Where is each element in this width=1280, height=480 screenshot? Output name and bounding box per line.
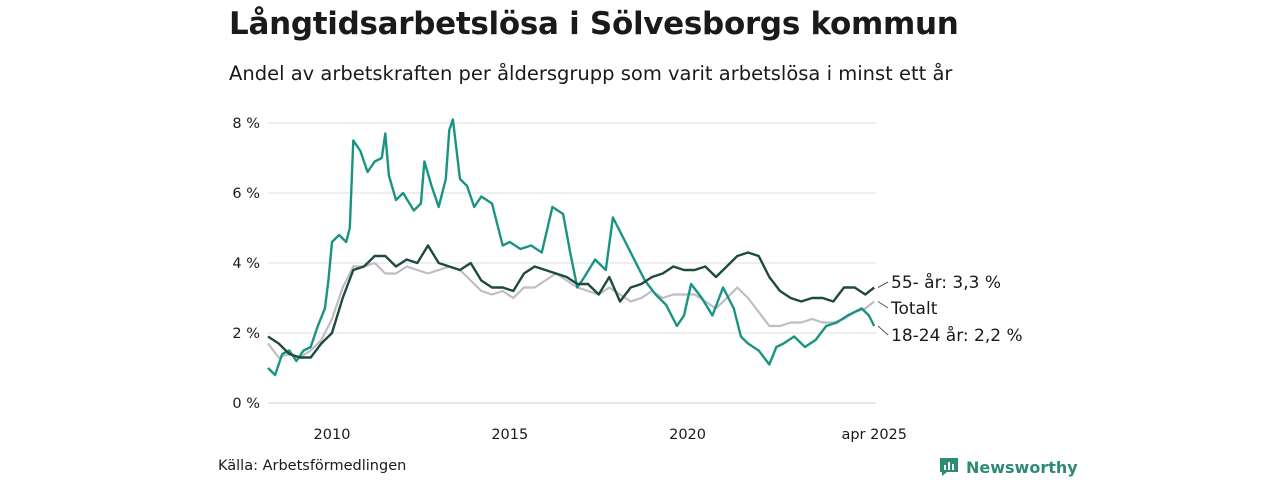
- label-leader-age18_24: [877, 325, 889, 336]
- label-leader-age55: [877, 281, 889, 288]
- end-label-total: Totalt: [890, 299, 938, 319]
- chart-title: Långtidsarbetslösa i Sölvesborgs kommun: [229, 6, 959, 42]
- x-tick-label: 2020: [669, 427, 706, 443]
- brand-logo[interactable]: Newsworthy: [938, 456, 1078, 478]
- y-tick-label: 6 %: [232, 186, 260, 202]
- end-label-age18_24: 18-24 år: 2,2 %: [891, 325, 1023, 346]
- x-axis-ticks: 2010 2015 2020 apr 2025: [314, 427, 907, 443]
- newsworthy-icon: [940, 458, 958, 476]
- end-label-age55: 55- år: 3,3 %: [891, 272, 1001, 293]
- grid-lines: [268, 122, 876, 404]
- series-line-age55: [267, 244, 875, 359]
- series-lines: [267, 118, 876, 377]
- series-line-total: [267, 261, 875, 359]
- label-leader-total: [877, 301, 889, 309]
- y-tick-label: 2 %: [232, 326, 260, 342]
- source-note: Källa: Arbetsförmedlingen: [218, 458, 407, 474]
- y-tick-label: 0 %: [232, 396, 260, 412]
- x-tick-label: 2010: [314, 427, 351, 443]
- brand-name: Newsworthy: [966, 457, 1078, 477]
- chart-subtitle: Andel av arbetskraften per åldersgrupp s…: [229, 62, 953, 85]
- y-tick-label: 4 %: [232, 256, 260, 272]
- y-tick-label: 8 %: [232, 116, 260, 132]
- series-end-labels: Totalt 55- år: 3,3 % 18-24 år: 2,2 %: [877, 272, 1023, 346]
- y-axis-ticks: 0 % 2 % 4 % 6 % 8 %: [232, 116, 260, 412]
- x-tick-label: 2015: [491, 427, 528, 443]
- x-tick-label: apr 2025: [841, 427, 907, 443]
- series-line-age18_24: [267, 118, 876, 377]
